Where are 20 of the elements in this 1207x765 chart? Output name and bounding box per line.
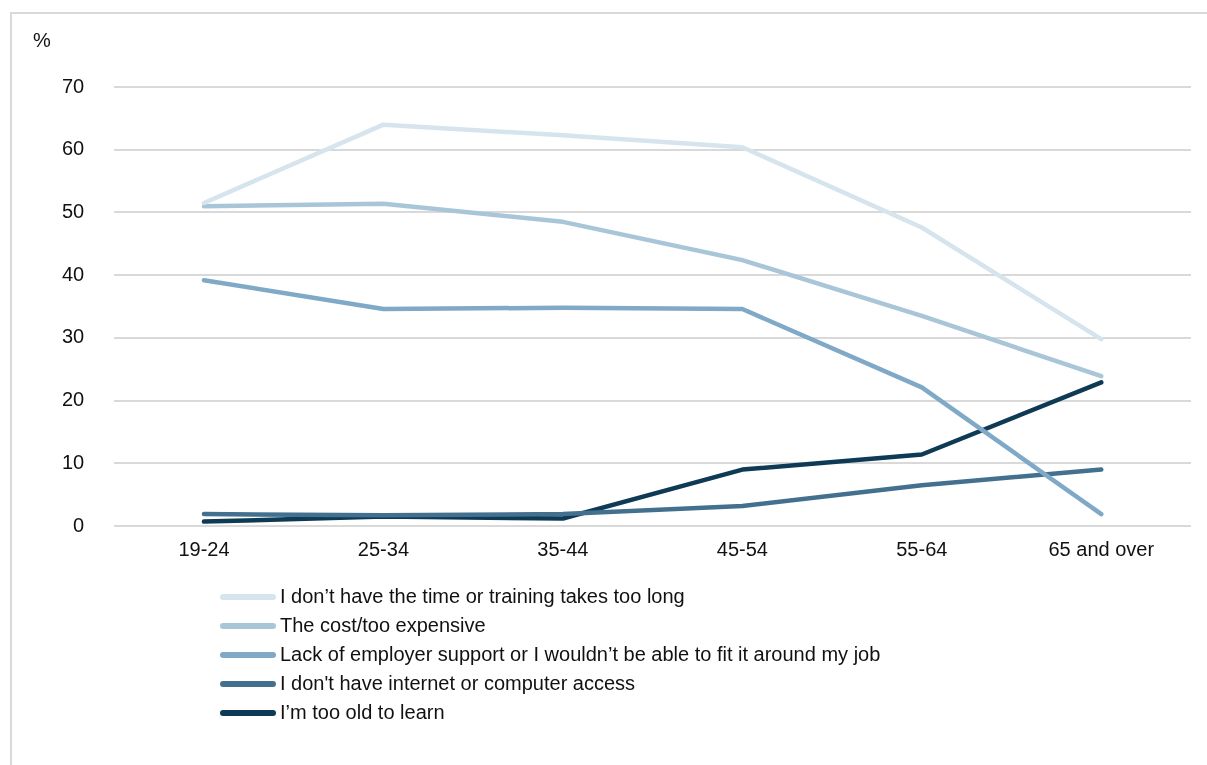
y-tick-label: 20	[62, 388, 85, 411]
x-tick-label: 55-64	[896, 537, 948, 560]
legend-label: The cost/too expensive	[280, 614, 486, 637]
y-tick-label: 60	[62, 137, 85, 160]
y-tick-label: 0	[73, 513, 85, 536]
y-tick-label: 30	[62, 325, 85, 348]
y-tick-label: 10	[62, 450, 85, 473]
legend-label: I don't have internet or computer access	[280, 672, 636, 695]
legend-label: Lack of employer support or I wouldn’t be able to fit it around my job	[280, 643, 881, 666]
y-axis-title: %	[33, 28, 52, 51]
x-tick-label: 45-54	[716, 537, 768, 560]
x-tick-label: 35-44	[537, 537, 589, 560]
legend-label: I don’t have the time or training takes too long	[280, 585, 685, 608]
x-tick-label: 19-24	[178, 537, 230, 560]
y-tick-label: 70	[62, 74, 85, 97]
x-tick-label: 65 and over	[1048, 537, 1155, 560]
x-tick-label: 25-34	[357, 537, 410, 560]
y-tick-label: 50	[62, 199, 85, 222]
y-tick-label: 40	[62, 262, 85, 285]
legend-label: I’m too old to learn	[280, 701, 445, 724]
